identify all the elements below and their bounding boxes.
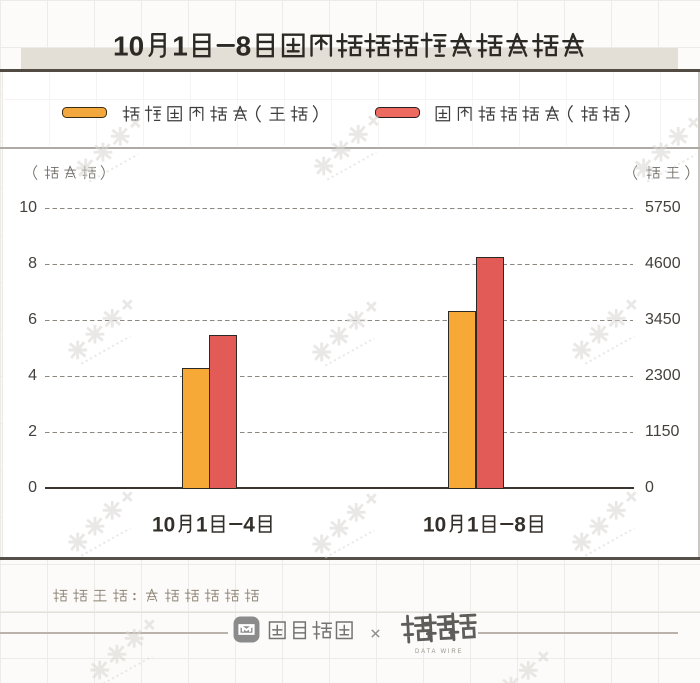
svg-text:1: 1 (196, 513, 208, 536)
svg-text:8: 8 (514, 513, 526, 536)
svg-text:1: 1 (467, 513, 479, 536)
svg-text:1: 1 (113, 30, 129, 61)
svg-text:0: 0 (129, 30, 145, 61)
svg-text:4: 4 (243, 513, 255, 536)
svg-text:0: 0 (164, 513, 176, 536)
svg-text:8: 8 (236, 30, 252, 61)
svg-text:1: 1 (172, 30, 188, 61)
svg-text:1: 1 (423, 513, 435, 536)
svg-text:1: 1 (152, 513, 164, 536)
svg-text:0: 0 (435, 513, 447, 536)
